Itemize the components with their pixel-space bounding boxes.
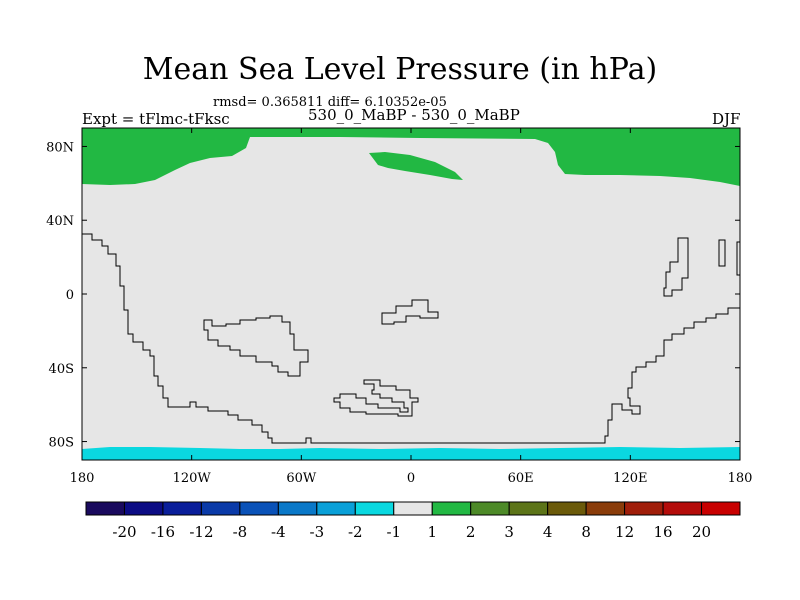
colorbar-swatch xyxy=(662,501,703,516)
y-tick-label: 0 xyxy=(66,288,74,303)
y-tick-label: 40S xyxy=(49,362,74,377)
colorbar-swatch xyxy=(316,501,356,516)
negative-anomaly-region-south xyxy=(82,447,740,460)
colorbar: -20 -16 -12 -8 -4 -3 -2 -1 1 2 3 4 8 12 16 20 xyxy=(85,501,741,541)
colorbar-swatch xyxy=(547,501,587,516)
colorbar-swatch xyxy=(393,501,433,516)
colorbar-swatch xyxy=(277,501,318,516)
colorbar-swatch xyxy=(701,501,741,516)
positive-anomaly-region-north xyxy=(82,128,740,186)
colorbar-label: -12 xyxy=(189,523,213,541)
y-tick-label: 40N xyxy=(46,214,74,229)
stats-label: rmsd= 0.365811 diff= 6.10352e-05 xyxy=(213,95,447,110)
coastlines xyxy=(82,232,741,444)
x-tick-label: 60E xyxy=(508,471,534,486)
colorbar-label: -16 xyxy=(151,523,175,541)
coastline-asia-island-b xyxy=(718,239,726,267)
experiment-label: Expt = tFlmc-tFksc xyxy=(82,110,230,128)
chart-title: Mean Sea Level Pressure (in hPa) xyxy=(142,52,658,87)
coastline-landmass-south xyxy=(333,379,419,417)
y-tick-label: 80S xyxy=(49,436,74,451)
coastline-asia-island-a xyxy=(663,237,689,297)
colorbar-swatch xyxy=(508,501,549,516)
positive-anomaly-region-arctic xyxy=(369,152,463,180)
colorbar-label: 2 xyxy=(466,523,476,541)
coastline-island-center xyxy=(381,299,439,325)
x-tick-label: 120W xyxy=(173,471,212,486)
x-tick-label: 180 xyxy=(728,471,753,486)
colorbar-swatch xyxy=(624,501,664,516)
colorbar-swatch xyxy=(431,501,472,516)
colorbar-label: -4 xyxy=(271,523,286,541)
colorbar-label: -2 xyxy=(348,523,363,541)
background-field xyxy=(82,128,740,460)
y-tick-label: 80N xyxy=(46,140,74,155)
coastline-americas xyxy=(82,232,741,444)
colorbar-swatch xyxy=(239,501,279,516)
colorbar-label: 16 xyxy=(654,523,673,541)
colorbar-label: 3 xyxy=(504,523,514,541)
colorbar-label: -8 xyxy=(233,523,248,541)
map-plot-area xyxy=(81,127,741,461)
colorbar-swatch xyxy=(162,501,202,516)
coastline-landmass-west xyxy=(203,315,309,377)
colorbar-swatch xyxy=(354,501,395,516)
colorbar-swatch xyxy=(123,501,164,516)
colorbar-label: 8 xyxy=(581,523,591,541)
colorbar-label: 20 xyxy=(692,523,711,541)
experiment-name: 530_0_MaBP - 530_0_MaBP xyxy=(308,106,520,124)
x-tick-label: 180 xyxy=(70,471,95,486)
colorbar-swatch xyxy=(85,501,125,516)
colorbar-swatch xyxy=(200,501,241,516)
season-label: DJF xyxy=(712,110,741,128)
colorbar-label: 4 xyxy=(543,523,553,541)
map-axes: 180 120W 60W 0 60E 120E 180 80N 40N 0 40S 80S xyxy=(46,128,752,486)
x-tick-label: 60W xyxy=(286,471,317,486)
colorbar-swatch xyxy=(585,501,626,516)
colorbar-label: 1 xyxy=(427,523,437,541)
x-tick-label: 0 xyxy=(407,471,415,486)
x-tick-label: 120E xyxy=(613,471,647,486)
colorbar-swatch xyxy=(470,501,510,516)
colorbar-label: -20 xyxy=(112,523,136,541)
colorbar-label: -1 xyxy=(386,523,401,541)
colorbar-label: -3 xyxy=(310,523,325,541)
colorbar-label: 12 xyxy=(615,523,634,541)
